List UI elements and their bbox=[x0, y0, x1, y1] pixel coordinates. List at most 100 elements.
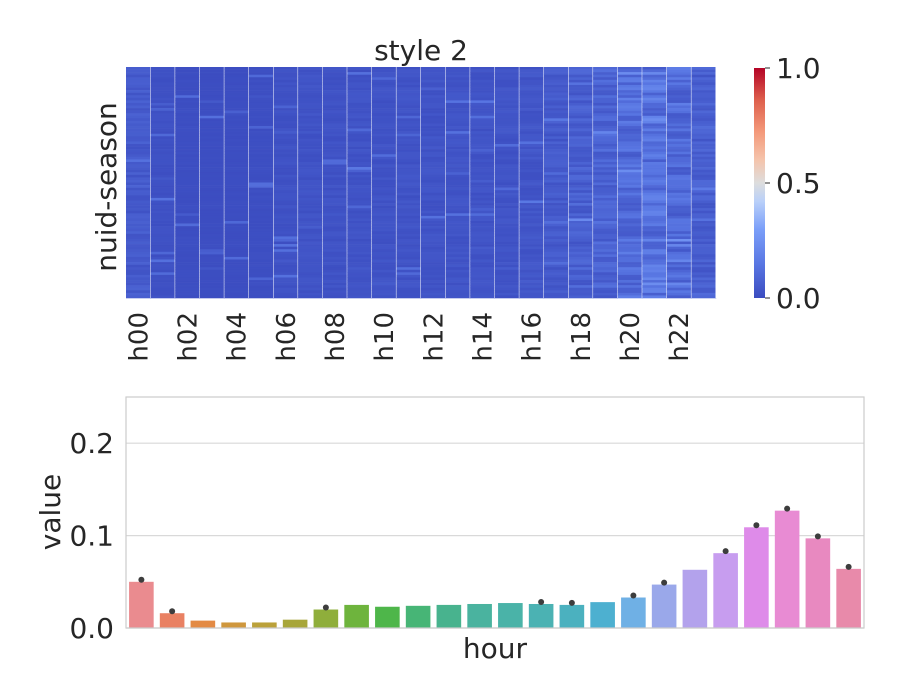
heatmap-cell bbox=[126, 102, 151, 106]
heatmap-cell bbox=[519, 187, 545, 191]
heatmap-cell bbox=[421, 241, 446, 245]
heatmap-cell bbox=[666, 138, 692, 142]
heatmap-cell bbox=[421, 287, 446, 291]
heatmap-cell bbox=[371, 146, 397, 150]
heatmap-cell bbox=[273, 74, 299, 78]
heatmap-cell bbox=[470, 141, 496, 145]
heatmap-cell bbox=[150, 208, 176, 212]
heatmap-cell bbox=[519, 208, 545, 212]
heatmap-cell bbox=[396, 69, 422, 73]
heatmap-cell bbox=[470, 185, 496, 188]
heatmap-cell bbox=[199, 228, 225, 232]
heatmap-cell bbox=[617, 149, 643, 152]
heatmap-cell bbox=[445, 203, 471, 206]
heatmap-cell bbox=[224, 256, 250, 260]
heatmap-cell bbox=[322, 123, 348, 127]
heatmap-cell bbox=[347, 179, 373, 183]
heatmap-cell bbox=[371, 282, 397, 286]
heatmap-column-h05 bbox=[248, 67, 274, 299]
heatmap-cell bbox=[298, 244, 323, 247]
heatmap-cell bbox=[273, 159, 299, 163]
heatmap-cell bbox=[642, 205, 668, 209]
heatmap-cell bbox=[175, 182, 201, 186]
heatmap-cell bbox=[543, 133, 569, 137]
heatmap-cell bbox=[691, 102, 717, 106]
heatmap-cell bbox=[543, 164, 569, 168]
heatmap-cell bbox=[642, 82, 668, 86]
heatmap-cell bbox=[322, 113, 348, 117]
heatmap-cell bbox=[421, 210, 446, 214]
heatmap-cell bbox=[298, 241, 323, 245]
heatmap-cell bbox=[593, 195, 618, 199]
heatmap-cell bbox=[617, 187, 643, 191]
heatmap-cell bbox=[224, 192, 250, 196]
heatmap-cell bbox=[593, 84, 618, 88]
heatmap-cell bbox=[224, 295, 250, 299]
heatmap-cell bbox=[593, 105, 618, 109]
heatmap-cell bbox=[273, 287, 299, 291]
heatmap-cell bbox=[199, 236, 225, 240]
heatmap-cell bbox=[691, 144, 717, 147]
heatmap-cell bbox=[543, 69, 569, 73]
heatmap-cell bbox=[150, 185, 176, 188]
heatmap-cell bbox=[248, 241, 274, 245]
heatmap-cell bbox=[322, 133, 348, 137]
heatmap-cell bbox=[519, 138, 545, 142]
heatmap-cell bbox=[494, 97, 520, 101]
bar-x-axis-label: hour bbox=[463, 632, 528, 665]
heatmap-cell bbox=[322, 92, 348, 96]
heatmap-cell bbox=[396, 195, 422, 199]
heatmap-cell bbox=[126, 267, 151, 271]
heatmap-cell bbox=[298, 200, 323, 204]
heatmap-cell bbox=[666, 236, 692, 240]
heatmap-cell bbox=[568, 295, 594, 299]
heatmap-cell bbox=[347, 200, 373, 204]
heatmap-cell bbox=[224, 90, 250, 93]
heatmap-cell bbox=[347, 264, 373, 268]
heatmap-cell bbox=[543, 182, 569, 186]
heatmap-cell bbox=[371, 164, 397, 168]
heatmap-cell bbox=[666, 159, 692, 163]
heatmap-cell bbox=[691, 179, 717, 183]
heatmap-x-tick-label: h04 bbox=[223, 312, 253, 362]
heatmap-cell bbox=[691, 241, 717, 245]
heatmap-cell bbox=[543, 154, 569, 158]
heatmap-cell bbox=[470, 218, 496, 222]
heatmap-cell bbox=[273, 123, 299, 127]
heatmap-cell bbox=[322, 87, 348, 91]
heatmap-cell bbox=[126, 295, 151, 299]
heatmap-cell bbox=[445, 249, 471, 253]
heatmap-cell bbox=[371, 192, 397, 196]
heatmap-cell bbox=[126, 154, 151, 158]
heatmap-cell bbox=[617, 79, 643, 83]
heatmap-cell bbox=[273, 67, 299, 70]
heatmap-cell bbox=[273, 195, 299, 199]
heatmap-cell bbox=[150, 277, 176, 281]
heatmap-cell bbox=[617, 69, 643, 73]
heatmap-cell bbox=[568, 264, 594, 268]
heatmap-cell bbox=[519, 128, 545, 132]
heatmap-cell bbox=[126, 215, 151, 219]
heatmap-cell bbox=[617, 228, 643, 232]
heatmap-cell bbox=[322, 72, 348, 75]
heatmap-cell bbox=[347, 72, 373, 75]
heatmap-cell bbox=[617, 82, 643, 86]
heatmap-cell bbox=[470, 138, 496, 142]
heatmap-cell bbox=[126, 174, 151, 178]
heatmap-cell bbox=[175, 72, 201, 75]
heatmap-cell bbox=[298, 262, 323, 265]
heatmap-cell bbox=[470, 246, 496, 250]
heatmap-cell bbox=[273, 92, 299, 96]
heatmap-cell bbox=[445, 236, 471, 240]
heatmap-cell bbox=[421, 74, 446, 78]
heatmap-cell bbox=[347, 185, 373, 188]
heatmap-cell bbox=[175, 254, 201, 258]
heatmap-cell bbox=[593, 190, 618, 194]
heatmap-cell bbox=[593, 208, 618, 212]
heatmap-cell bbox=[666, 256, 692, 260]
heatmap-cell bbox=[568, 262, 594, 265]
heatmap-cell bbox=[470, 131, 496, 135]
heatmap-cell bbox=[248, 172, 274, 176]
heatmap-cell bbox=[248, 123, 274, 127]
heatmap-cell bbox=[396, 149, 422, 152]
